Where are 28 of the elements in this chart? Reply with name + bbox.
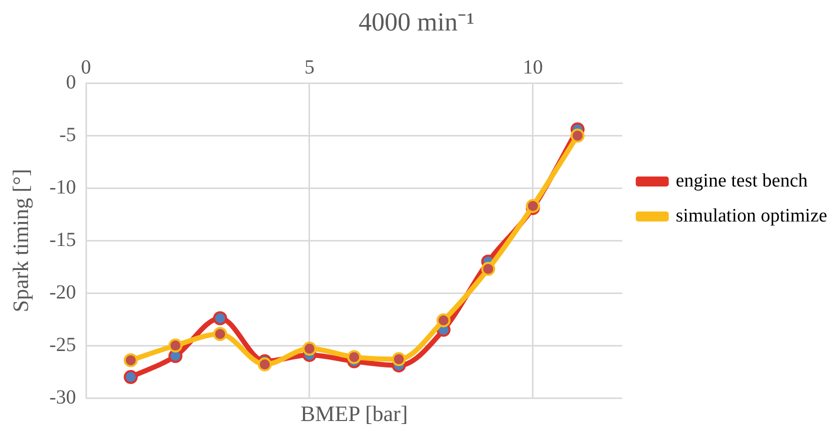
point: [258, 357, 272, 372]
point: [124, 370, 138, 384]
point: [570, 128, 585, 143]
y-tick-label: -10: [49, 176, 76, 198]
chart-title: 4000 min⁻¹: [358, 7, 474, 36]
point: [213, 311, 228, 326]
x-axis-title: BMEP [bar]: [300, 400, 408, 426]
y-tick-label: -20: [49, 281, 76, 304]
x-tick-label: 0: [81, 56, 92, 78]
point: [213, 326, 228, 341]
legend-label: simulation optimize: [676, 205, 828, 226]
y-tick-label: -15: [49, 228, 76, 251]
y-axis-title: Spark timing [°]: [8, 168, 33, 312]
point: [436, 313, 451, 328]
point: [168, 338, 182, 353]
y-tick-label: -25: [49, 334, 76, 356]
y-tick-label: -5: [59, 124, 76, 146]
x-tick-label: 5: [304, 56, 314, 78]
point: [481, 262, 496, 276]
y-tick-label: -30: [49, 386, 76, 408]
legend-label: engine test bench: [676, 170, 808, 192]
point: [302, 342, 316, 356]
point: [124, 353, 138, 368]
point: [526, 198, 540, 213]
point: [392, 352, 406, 366]
point: [347, 350, 362, 364]
y-tick-label: 0: [66, 71, 76, 94]
x-tick-label: 10: [522, 56, 543, 78]
